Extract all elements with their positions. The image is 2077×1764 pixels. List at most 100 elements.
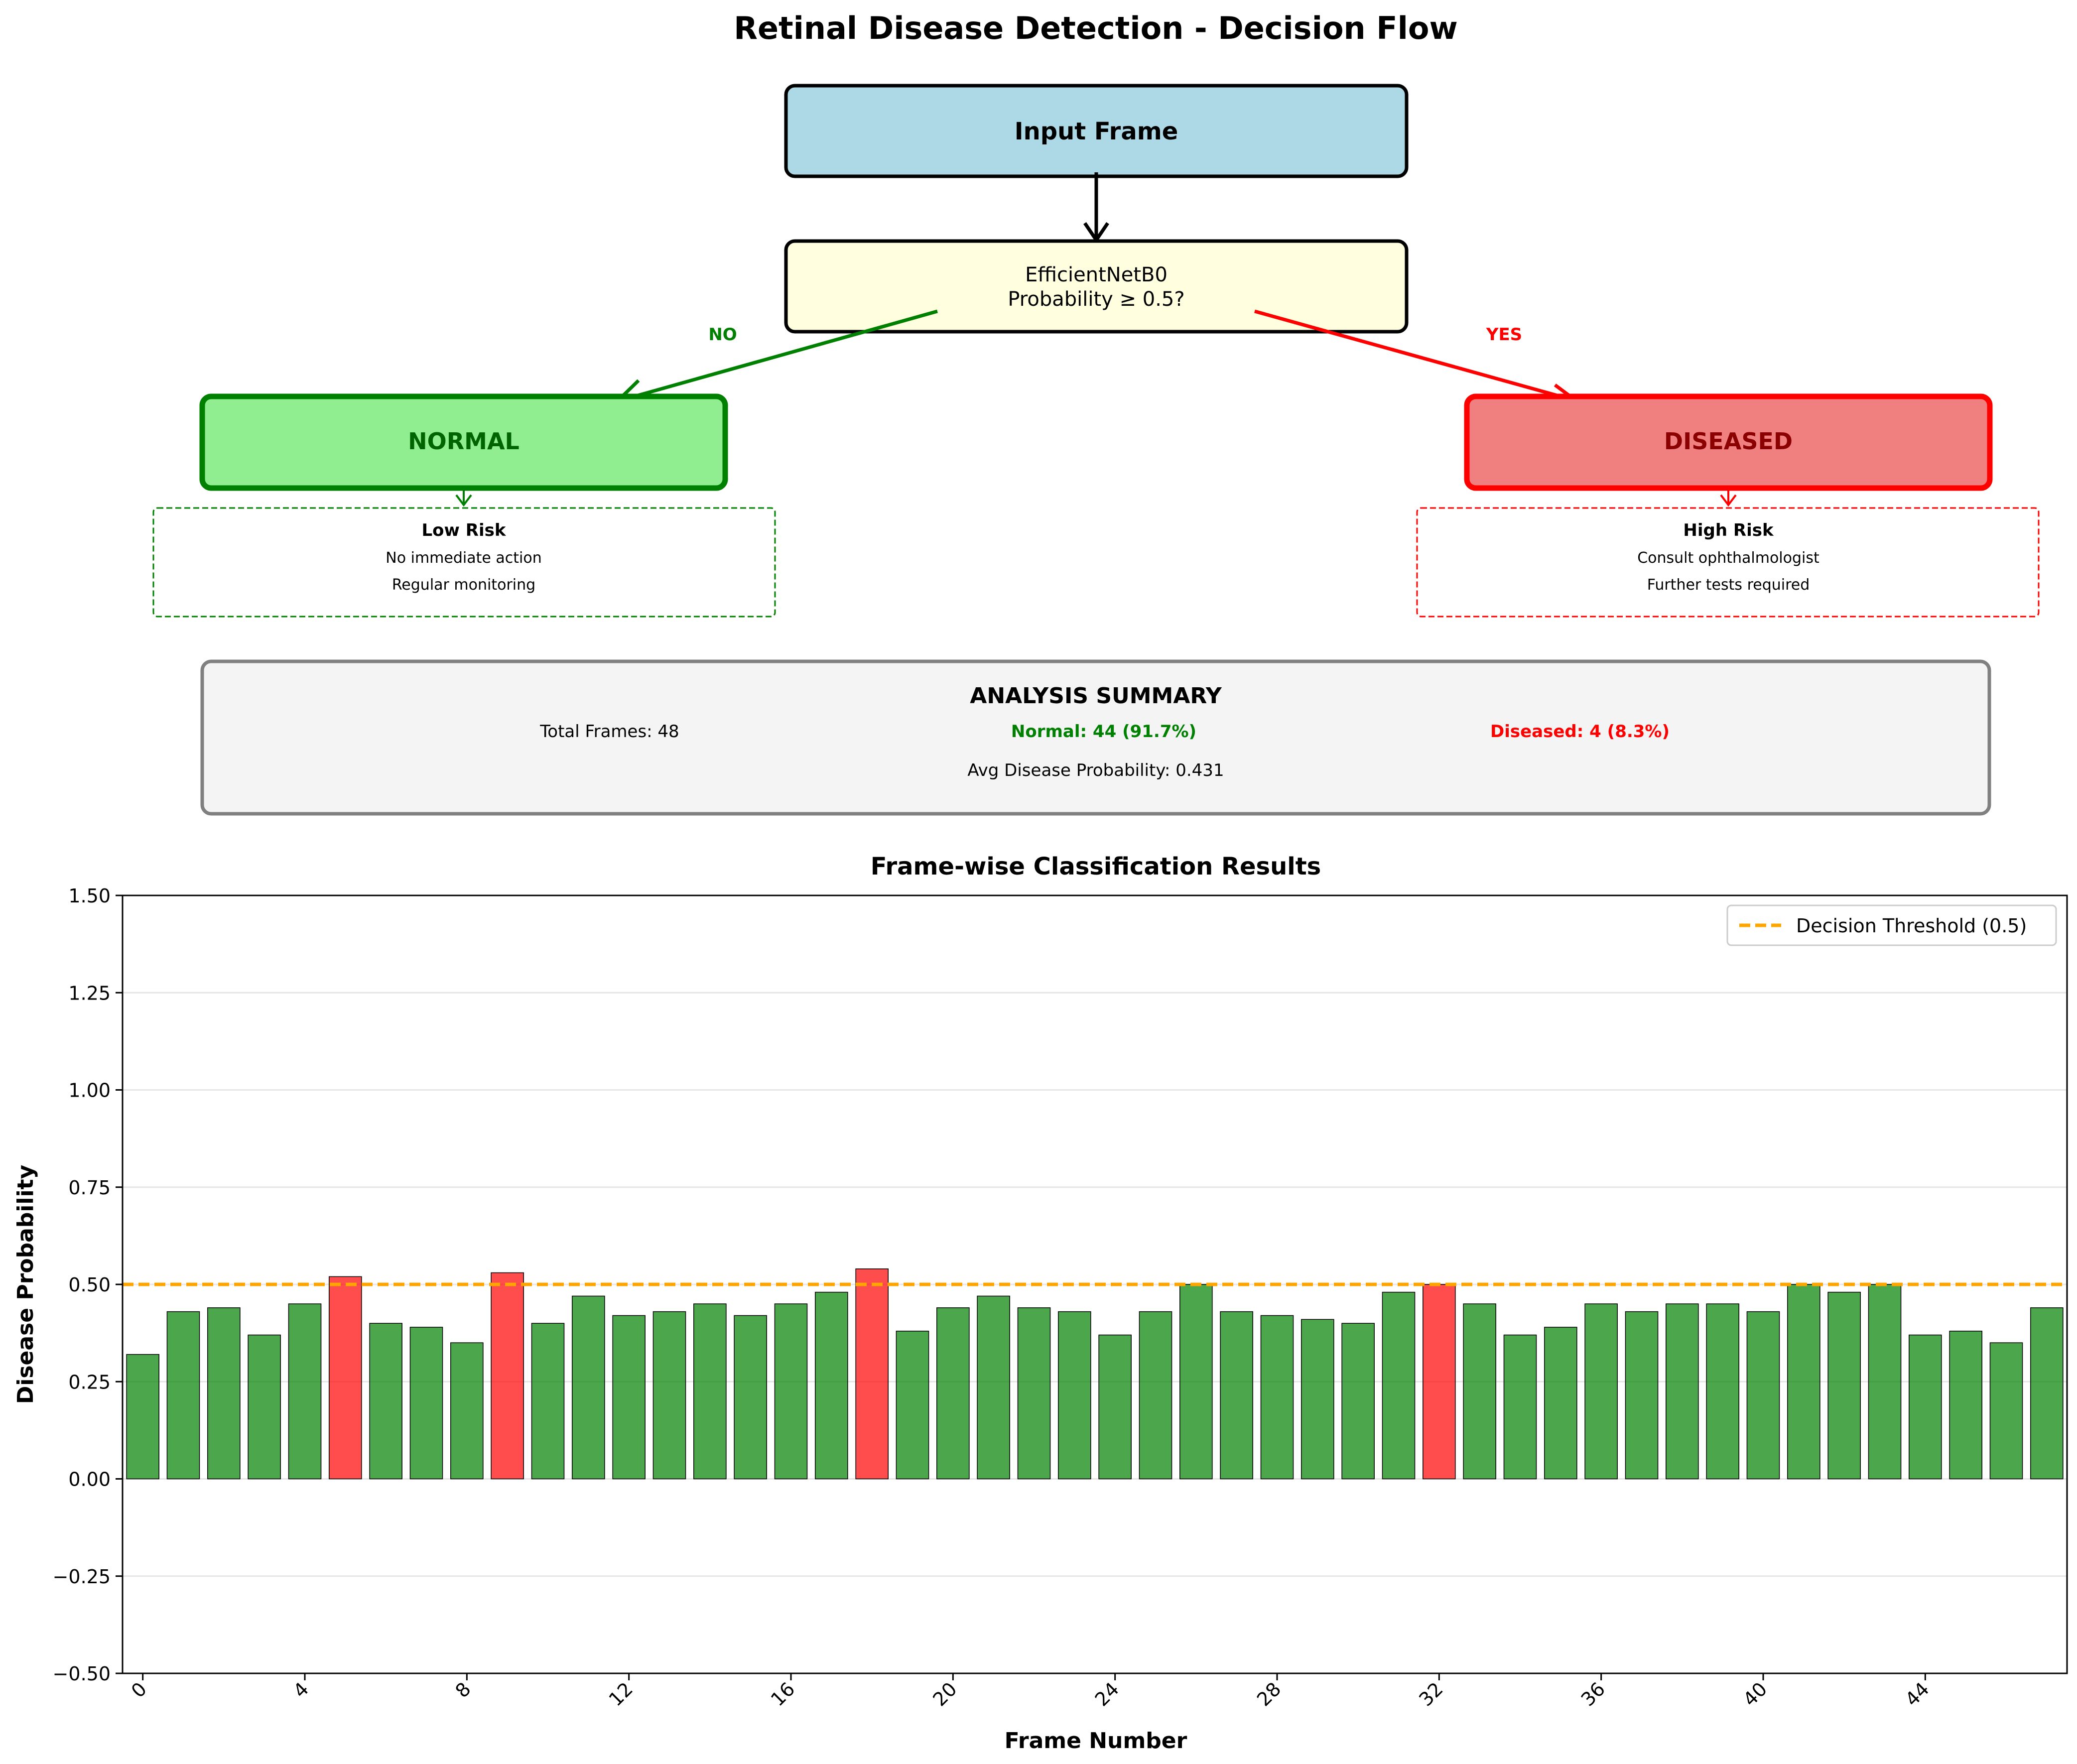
- x-tick-label: 32: [1415, 1678, 1447, 1710]
- input-frame-label: Input Frame: [1015, 118, 1178, 145]
- analysis-summary-box: [200, 659, 1991, 816]
- model-question-label: Probability ≥ 0.5?: [1008, 288, 1184, 311]
- chart-title: Frame-wise Classification Results: [871, 853, 1321, 881]
- bar-normal: [1746, 1311, 1780, 1480]
- y-tick-label: −0.50: [53, 1663, 111, 1685]
- bar-normal: [288, 1303, 322, 1480]
- low-risk-box: [152, 507, 776, 618]
- bar-normal: [1098, 1334, 1132, 1480]
- bar-normal: [1220, 1311, 1253, 1480]
- decision-flow-diagram: Retinal Disease Detection - Decision Flo…: [152, 10, 2040, 816]
- y-tick-label: 0.75: [68, 1177, 111, 1199]
- bar-normal: [1179, 1284, 1213, 1480]
- x-tick-label: 36: [1577, 1678, 1609, 1710]
- bar-normal: [1949, 1330, 1982, 1480]
- high-risk-line2: Further tests required: [1647, 576, 1810, 594]
- legend-threshold-label: Decision Threshold (0.5): [1796, 915, 2027, 937]
- x-tick-label: 20: [928, 1678, 961, 1710]
- bar-normal: [1058, 1311, 1091, 1480]
- bar-normal: [1260, 1315, 1294, 1480]
- arrow-no: [614, 309, 938, 406]
- summary-title: ANALYSIS SUMMARY: [970, 683, 1222, 709]
- legend: Decision Threshold (0.5): [1726, 904, 2057, 946]
- bar-normal: [531, 1323, 565, 1480]
- low-risk-line1: No immediate action: [386, 549, 541, 567]
- bar-normal: [734, 1315, 767, 1480]
- low-risk-line2: Regular monitoring: [392, 576, 535, 594]
- bar-normal: [1909, 1334, 1942, 1480]
- bar-normal: [572, 1295, 605, 1480]
- y-tick-label: −0.25: [53, 1566, 111, 1588]
- diseased-label: DISEASED: [1664, 428, 1793, 455]
- bar-normal: [652, 1311, 686, 1480]
- model-name-label: EfficientNetB0: [1025, 263, 1168, 286]
- bar-normal: [1827, 1291, 1861, 1480]
- bar-normal: [2030, 1307, 2064, 1480]
- bar-normal: [1139, 1311, 1172, 1480]
- bars: [126, 1268, 2064, 1480]
- x-axis-ticks: 0 4 8 12 16 20 24 28 32 36 40 44: [127, 1673, 1934, 1711]
- bar-normal: [815, 1291, 848, 1480]
- bar-normal: [1625, 1311, 1659, 1480]
- bar-normal: [409, 1327, 443, 1480]
- bar-diseased: [491, 1272, 524, 1480]
- bar-normal: [612, 1315, 646, 1480]
- bar-normal: [369, 1323, 402, 1480]
- high-risk-title: High Risk: [1683, 520, 1774, 540]
- bar-normal: [1301, 1319, 1334, 1480]
- bar-normal: [1382, 1291, 1416, 1480]
- x-tick-label: 24: [1091, 1678, 1123, 1710]
- bar-normal: [1017, 1307, 1051, 1480]
- bar-normal: [1341, 1323, 1375, 1480]
- summary-diseased: Diseased: 4 (8.3%): [1490, 722, 1670, 742]
- summary-total-frames: Total Frames: 48: [539, 722, 679, 742]
- bar-diseased: [1423, 1284, 1456, 1480]
- arrow-diseased-to-high-risk: [1720, 487, 1737, 507]
- bar-normal: [166, 1311, 200, 1480]
- arrow-yes: [1254, 309, 1581, 407]
- flow-title: Retinal Disease Detection - Decision Flo…: [734, 10, 1458, 46]
- bar-diseased: [329, 1276, 362, 1480]
- x-tick-label: 28: [1253, 1678, 1285, 1710]
- bar-normal: [207, 1307, 241, 1480]
- x-tick-label: 40: [1739, 1678, 1771, 1710]
- legend-frame: [1726, 904, 2057, 946]
- bar-normal: [1989, 1342, 2023, 1480]
- frame-classification-chart: Frame-wise Classification Results −0.50 −…: [13, 853, 2068, 1754]
- bar-normal: [1868, 1284, 1902, 1480]
- y-tick-label: 0.00: [68, 1469, 111, 1491]
- model-decision-box: [784, 239, 1409, 334]
- y-tick-label: 0.25: [68, 1371, 111, 1393]
- summary-avg-probability: Avg Disease Probability: 0.431: [967, 760, 1224, 780]
- y-tick-label: 1.25: [68, 982, 111, 1004]
- x-tick-label: 16: [767, 1678, 799, 1710]
- no-label: NO: [708, 325, 737, 345]
- bar-normal: [248, 1334, 281, 1480]
- bar-normal: [774, 1303, 808, 1480]
- bar-normal: [936, 1307, 970, 1480]
- x-tick-label: 0: [127, 1678, 151, 1702]
- bar-normal: [896, 1330, 929, 1480]
- y-axis-ticks: −0.50 −0.25 0.00 0.25 0.50 0.75 1.00 1.25 1.50: [53, 885, 123, 1685]
- bar-normal: [1503, 1334, 1537, 1480]
- bar-normal: [126, 1354, 159, 1480]
- bar-diseased: [855, 1268, 889, 1480]
- y-tick-label: 1.50: [68, 885, 111, 907]
- bar-normal: [1706, 1303, 1739, 1480]
- bar-normal: [693, 1303, 727, 1480]
- arrow-input-to-model: [1083, 172, 1109, 244]
- y-axis-label: Disease Probability: [13, 1165, 38, 1404]
- bar-normal: [1787, 1284, 1820, 1480]
- x-axis-label: Frame Number: [1005, 1728, 1187, 1754]
- x-tick-label: 12: [605, 1678, 637, 1710]
- bar-normal: [1544, 1327, 1577, 1480]
- low-risk-title: Low Risk: [422, 520, 507, 540]
- x-tick-label: 44: [1901, 1678, 1933, 1710]
- y-tick-label: 1.00: [68, 1080, 111, 1102]
- normal-label: NORMAL: [408, 428, 519, 455]
- high-risk-line1: Consult ophthalmologist: [1637, 549, 1819, 567]
- x-tick-label: 8: [451, 1678, 475, 1702]
- arrow-normal-to-low-risk: [455, 487, 472, 507]
- bar-normal: [977, 1295, 1010, 1480]
